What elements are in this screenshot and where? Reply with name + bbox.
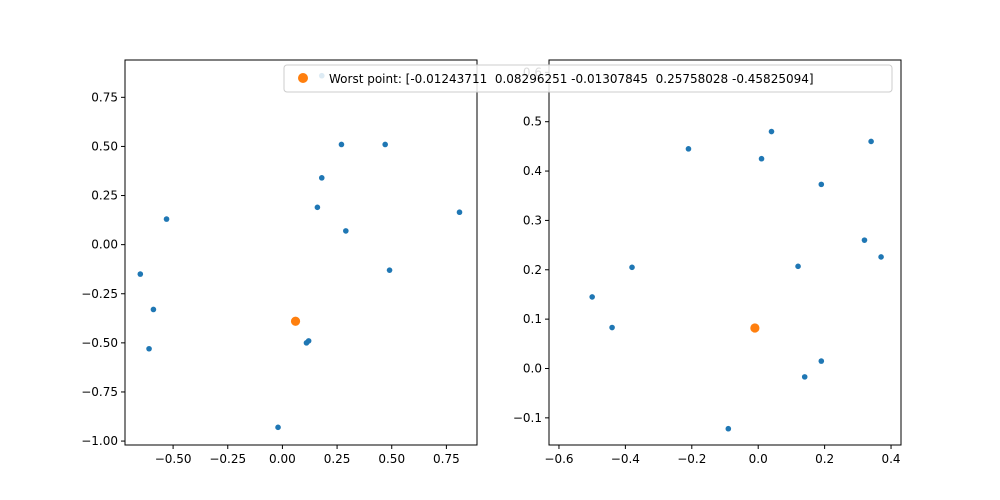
- data-point-0-5: [343, 228, 349, 234]
- x-tick-label-1-2: −0.2: [677, 452, 706, 466]
- data-point-1-9: [589, 294, 595, 300]
- axes-frame-1: [548, 59, 902, 446]
- data-point-1-1: [685, 146, 692, 152]
- data-point-1-6: [878, 254, 884, 260]
- worst-point-1-0: [750, 323, 760, 333]
- y-tick-label-1-4: 0.3: [523, 213, 542, 227]
- data-point-1-8: [795, 263, 801, 270]
- data-point-1-0: [768, 128, 775, 135]
- x-tick-label-0-0: −0.50: [155, 452, 192, 466]
- y-tick-label-0-2: −0.50: [81, 336, 118, 350]
- data-point-0-9: [150, 306, 157, 313]
- data-point-1-3: [758, 155, 765, 162]
- data-point-1-10: [609, 324, 615, 331]
- y-tick-label-0-5: 0.25: [91, 189, 118, 203]
- x-tick-label-1-3: 0.0: [749, 452, 768, 466]
- data-point-0-2: [318, 175, 325, 181]
- y-tick-label-0-7: 0.75: [91, 90, 118, 104]
- x-tick-label-0-3: 0.25: [324, 452, 351, 466]
- x-tick-label-1-4: 0.2: [815, 452, 834, 466]
- x-tick-label-1-5: 0.4: [881, 452, 900, 466]
- data-point-0-7: [386, 267, 393, 273]
- data-point-0-10: [146, 345, 152, 352]
- y-tick-label-1-3: 0.2: [523, 263, 542, 277]
- data-point-1-5: [861, 237, 868, 243]
- data-point-0-3: [314, 204, 321, 211]
- y-tick-label-0-1: −0.75: [81, 385, 118, 399]
- y-tick-label-1-2: 0.1: [523, 312, 542, 326]
- y-tick-label-1-6: 0.5: [523, 115, 542, 129]
- data-point-0-4: [163, 216, 170, 222]
- data-point-0-1: [382, 141, 388, 148]
- y-tick-label-1-1: 0.0: [523, 361, 542, 375]
- legend: Worst point: [-0.01243711 0.08296251 -0.…: [283, 64, 893, 93]
- x-tick-label-1-0: −0.6: [544, 452, 573, 466]
- y-tick-label-0-3: −0.25: [81, 287, 118, 301]
- data-point-1-7: [629, 264, 635, 271]
- data-point-1-2: [868, 138, 874, 145]
- y-tick-label-0-6: 0.50: [91, 139, 118, 153]
- right-plot: −0.6 −0.4 −0.2 0.0 0.2 0.4 −0.1 0.0 0.1 0.2 0.3 0.4…: [513, 59, 902, 466]
- x-tick-label-1-1: −0.4: [611, 452, 640, 466]
- data-point-1-11: [818, 358, 825, 364]
- data-point-0-6: [456, 209, 463, 216]
- legend-marker: [298, 73, 308, 83]
- y-tick-label-1-5: 0.4: [523, 164, 542, 178]
- y-tick-label-0-4: 0.00: [91, 238, 118, 252]
- data-point-0-13: [275, 424, 281, 431]
- worst-point-0-0: [290, 316, 301, 326]
- data-point-0-12: [303, 340, 310, 346]
- data-point-0-8: [137, 271, 144, 277]
- data-point-0-0: [338, 141, 345, 148]
- data-point-1-13: [725, 425, 732, 432]
- left-plot: −0.50 −0.25 0.00 0.25 0.50 0.75 −1.00 −0.75 −0.5…: [81, 59, 478, 466]
- legend-label: Worst point: [-0.01243711 0.08296251 -0.…: [329, 72, 814, 86]
- x-tick-label-0-2: 0.00: [269, 452, 296, 466]
- x-tick-label-0-5: 0.75: [433, 452, 460, 466]
- x-tick-label-0-1: −0.25: [209, 452, 246, 466]
- data-point-1-4: [818, 181, 825, 188]
- y-tick-label-0-0: −1.00: [81, 434, 118, 448]
- legend-box: [283, 64, 893, 93]
- data-point-1-12: [801, 374, 808, 380]
- axes-frame-0: [124, 59, 478, 446]
- y-tick-label-1-0: −0.1: [513, 411, 542, 425]
- x-tick-label-0-4: 0.50: [378, 452, 405, 466]
